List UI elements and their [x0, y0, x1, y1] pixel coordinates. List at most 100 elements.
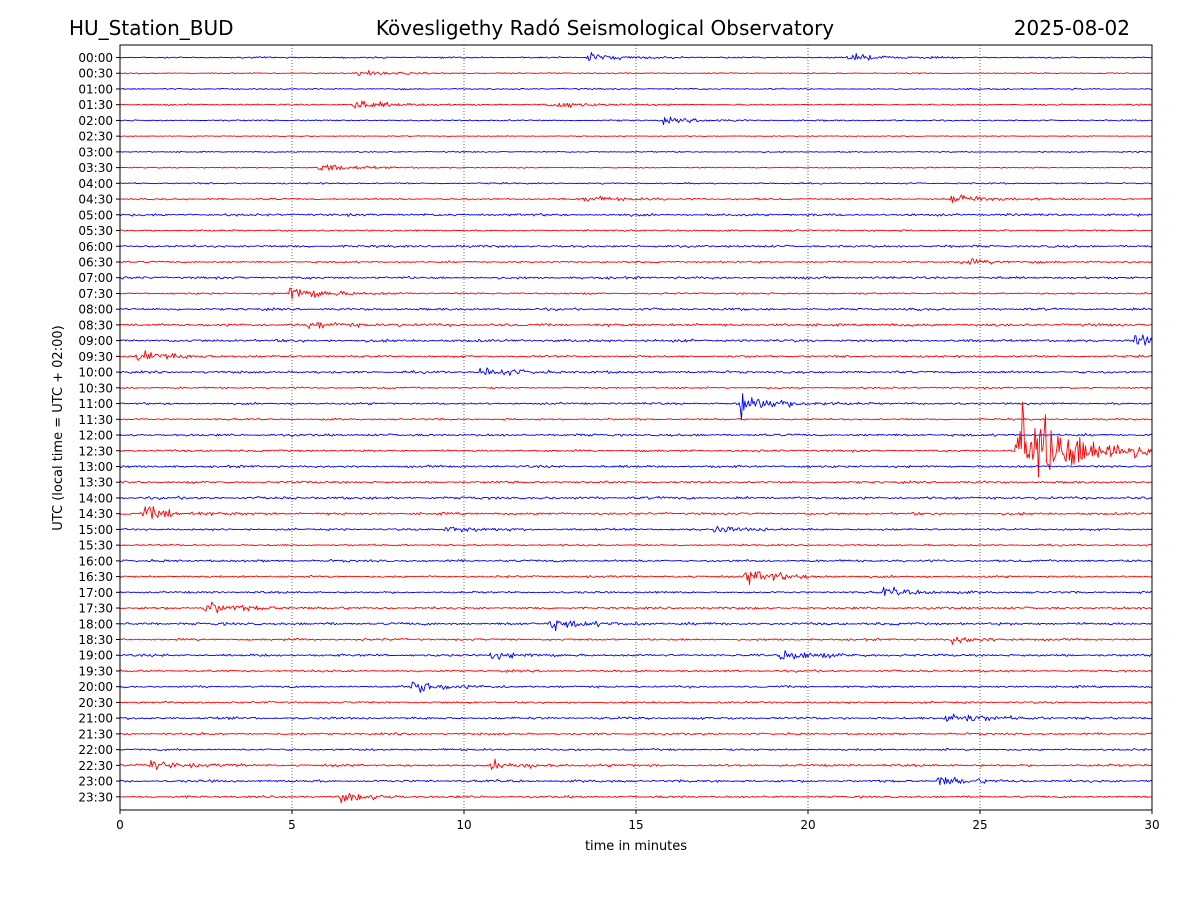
x-tick-label: 25 [972, 818, 987, 832]
y-tick-label: 15:00 [78, 523, 113, 537]
x-tick-label: 15 [628, 818, 643, 832]
y-tick-label: 09:30 [78, 350, 113, 364]
trace-row-0400 [120, 181, 1152, 185]
y-tick-label: 18:30 [78, 633, 113, 647]
y-tick-label: 21:30 [78, 727, 113, 741]
y-tick-label: 07:00 [78, 271, 113, 285]
y-tick-label: 09:00 [78, 334, 113, 348]
y-tick-label: 10:00 [78, 366, 113, 380]
trace-row-1730 [120, 601, 1152, 614]
trace-row-0500 [120, 212, 1152, 217]
y-tick-label: 03:30 [78, 161, 113, 175]
trace-row-0630 [120, 258, 1152, 265]
trace-row-2330 [120, 792, 1152, 804]
y-tick-label: 02:00 [78, 114, 113, 128]
trace-row-0030 [120, 69, 1152, 76]
trace-row-1830 [120, 636, 1152, 645]
trace-row-1630 [120, 571, 1152, 586]
trace-row-0230 [120, 135, 1152, 138]
y-tick-label: 21:00 [78, 712, 113, 726]
plot-frame [119, 44, 1153, 811]
trace-row-0830 [120, 322, 1152, 330]
trace-row-0730 [120, 287, 1152, 300]
y-tick-label: 06:30 [78, 255, 113, 269]
trace-row-1800 [120, 620, 1152, 632]
trace-row-0900 [120, 334, 1152, 346]
trace-row-1530 [120, 543, 1152, 547]
trace-row-1000 [120, 367, 1152, 376]
y-tick-label: 00:00 [78, 51, 113, 65]
y-tick-label: 11:30 [78, 413, 113, 427]
station-label: HU_Station_BUD [69, 16, 234, 40]
x-axis-label: time in minutes [585, 839, 687, 854]
y-tick-label: 01:00 [78, 82, 113, 96]
x-tick-label: 10 [456, 818, 471, 832]
trace-row-0430 [120, 194, 1152, 203]
y-tick-label: 23:00 [78, 775, 113, 789]
y-tick-label: 23:30 [78, 790, 113, 804]
trace-row-2130 [120, 732, 1152, 736]
y-tick-label: 12:30 [78, 444, 113, 458]
trace-row-0600 [120, 244, 1152, 249]
trace-row-1430 [120, 506, 1152, 520]
y-tick-label: 03:00 [78, 145, 113, 159]
x-tick-label: 0 [116, 818, 124, 832]
y-tick-label: 17:30 [78, 602, 113, 616]
y-tick-label: 15:30 [78, 539, 113, 553]
trace-row-2300 [120, 776, 1152, 786]
trace-row-0330 [120, 164, 1152, 171]
x-tick-label: 30 [1144, 818, 1159, 832]
x-axis-ticks: 0 5 10 15 20 25 30 [116, 810, 1160, 832]
trace-row-2030 [120, 700, 1152, 705]
trace-row-1100 [120, 393, 1152, 421]
trace-row-1900 [120, 650, 1152, 660]
y-tick-label: 04:00 [78, 177, 113, 191]
trace-row-0800 [120, 307, 1152, 312]
date-label: 2025-08-02 [1014, 16, 1130, 40]
x-tick-label: 5 [288, 818, 296, 832]
y-tick-label: 22:30 [78, 759, 113, 773]
y-tick-label: 12:00 [78, 429, 113, 443]
trace-row-1400 [120, 495, 1152, 500]
y-tick-label: 20:30 [78, 696, 113, 710]
x-tick-label: 20 [800, 818, 815, 832]
trace-row-0530 [120, 229, 1152, 233]
y-tick-label: 20:00 [78, 680, 113, 694]
y-tick-label: 17:00 [78, 586, 113, 600]
y-tick-label: 14:30 [78, 507, 113, 521]
trace-row-1130 [120, 417, 1152, 421]
trace-row-2200 [120, 747, 1152, 752]
y-tick-label: 06:00 [78, 240, 113, 254]
trace-row-1500 [120, 525, 1152, 533]
y-tick-label: 07:30 [78, 287, 113, 301]
trace-row-1200 [120, 432, 1152, 437]
y-tick-label: 00:30 [78, 67, 113, 81]
y-tick-label: 11:00 [78, 397, 113, 411]
y-tick-label: 05:30 [78, 224, 113, 238]
y-tick-label: 16:00 [78, 554, 113, 568]
trace-row-1030 [120, 386, 1152, 390]
y-tick-label: 04:30 [78, 193, 113, 207]
trace-row-0100 [120, 87, 1152, 91]
y-tick-label: 13:30 [78, 476, 113, 490]
trace-row-1930 [120, 669, 1152, 673]
y-tick-label: 08:30 [78, 318, 113, 332]
trace-row-0130 [120, 100, 1152, 109]
trace-row-0300 [120, 150, 1152, 154]
trace-row-1330 [120, 480, 1152, 485]
observatory-title: Kövesligethy Radó Seismological Observat… [376, 16, 834, 40]
trace-row-0000 [120, 52, 1152, 62]
trace-row-1600 [120, 558, 1152, 563]
y-tick-label: 19:30 [78, 664, 113, 678]
y-tick-label: 22:00 [78, 743, 113, 757]
y-tick-label: 19:00 [78, 649, 113, 663]
y-tick-label: 02:30 [78, 130, 113, 144]
y-axis-label: UTC (local time = UTC + 02:00) [51, 325, 66, 530]
y-tick-label: 08:00 [78, 303, 113, 317]
y-tick-label: 13:00 [78, 460, 113, 474]
y-tick-label: 05:00 [78, 208, 113, 222]
y-tick-label: 18:00 [78, 617, 113, 631]
